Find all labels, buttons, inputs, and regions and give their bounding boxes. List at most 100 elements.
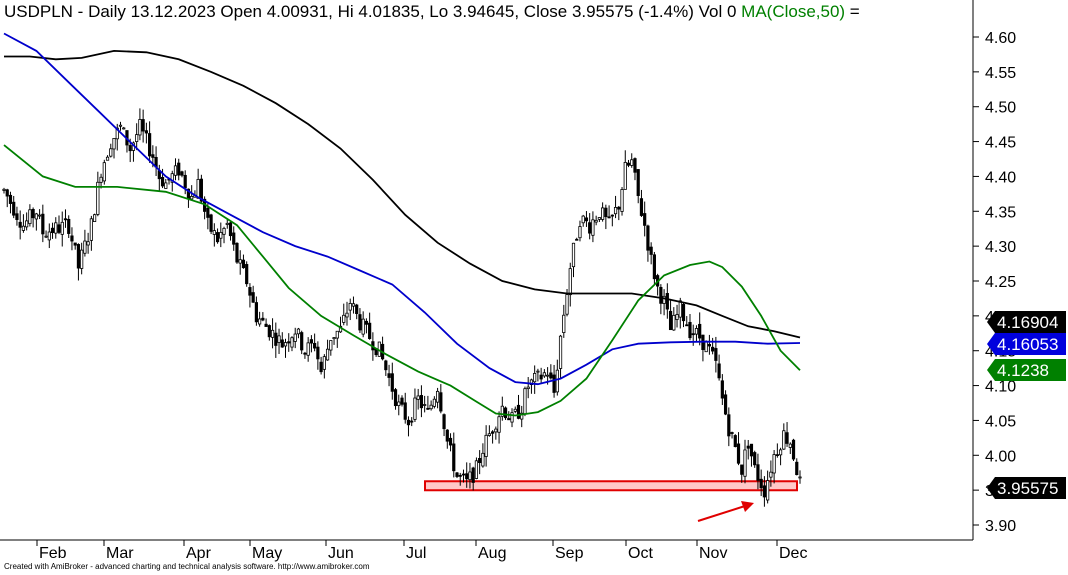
- candle: [500, 396, 504, 421]
- candle: [694, 325, 699, 342]
- candle-body: [581, 215, 585, 224]
- candle-body: [484, 434, 488, 457]
- candle-body: [277, 335, 281, 343]
- candle: [50, 222, 55, 239]
- candle: [300, 330, 304, 355]
- label-ma200-text: 4.16904: [997, 313, 1058, 332]
- candle: [241, 254, 246, 269]
- candle: [293, 327, 297, 349]
- candle: [720, 374, 724, 405]
- candle: [345, 301, 349, 326]
- x-tick-label: Dec: [779, 545, 807, 562]
- candle: [778, 447, 783, 466]
- candle-body: [251, 292, 255, 303]
- candle: [613, 195, 618, 219]
- x-tick-label: Apr: [186, 545, 212, 562]
- candle-body: [283, 342, 288, 347]
- candle-body: [109, 148, 113, 157]
- candle: [419, 385, 424, 418]
- candle: [280, 332, 284, 348]
- candle-body: [238, 259, 242, 264]
- candle: [384, 359, 388, 376]
- candle-body: [636, 169, 640, 196]
- candle: [264, 318, 268, 327]
- candle-body: [96, 181, 100, 215]
- candle-body: [594, 219, 598, 223]
- candle: [649, 242, 653, 265]
- candle-body: [93, 214, 97, 222]
- candle: [47, 223, 51, 249]
- candle-body: [170, 173, 174, 183]
- candle-body: [180, 171, 184, 176]
- candle: [105, 155, 110, 161]
- candle: [562, 304, 566, 338]
- candle: [795, 458, 799, 476]
- candle-body: [717, 363, 721, 379]
- candle-body: [261, 317, 265, 321]
- moving-averages: [3, 32, 801, 417]
- candle-body: [617, 206, 621, 210]
- candle: [290, 336, 294, 352]
- candle-body: [510, 412, 514, 423]
- candle: [109, 143, 113, 158]
- candle-body: [588, 222, 592, 234]
- candle: [416, 388, 420, 410]
- candle: [497, 411, 501, 444]
- candle-body: [303, 352, 307, 355]
- candle-body: [18, 221, 22, 228]
- candle-body: [533, 373, 537, 383]
- candle-body: [76, 244, 81, 269]
- candle: [503, 406, 508, 420]
- candle: [2, 187, 6, 194]
- candle-body: [507, 418, 511, 421]
- candle-body: [474, 460, 479, 479]
- candle: [707, 334, 711, 355]
- candle-body: [215, 232, 220, 243]
- candle: [701, 334, 705, 362]
- candle: [656, 273, 660, 296]
- candle-body: [575, 238, 579, 241]
- candle-body: [646, 225, 650, 251]
- candle: [743, 439, 747, 484]
- candle: [630, 153, 634, 168]
- candle-body: [419, 395, 424, 409]
- candle-body: [102, 162, 106, 182]
- candle-body: [306, 342, 310, 356]
- candle: [461, 469, 466, 483]
- candle-body: [795, 461, 799, 476]
- candle: [322, 354, 326, 379]
- candle-body: [235, 242, 239, 263]
- candle-body: [73, 242, 77, 246]
- candle: [759, 469, 763, 497]
- candle: [746, 440, 750, 460]
- candle-body: [756, 464, 760, 481]
- candle: [423, 395, 427, 413]
- candle-body: [426, 407, 430, 410]
- candle: [12, 195, 16, 219]
- candle-body: [316, 346, 320, 360]
- candle: [118, 121, 123, 131]
- candle-body: [481, 452, 485, 467]
- support-rect: [424, 480, 798, 492]
- candle-body: [643, 213, 647, 226]
- candle-body: [613, 207, 618, 215]
- candle: [526, 377, 530, 399]
- candle: [410, 417, 414, 427]
- candle: [254, 296, 258, 326]
- candle: [458, 472, 462, 486]
- candle-body: [448, 437, 453, 446]
- candle-body: [766, 480, 770, 501]
- candle-body: [25, 220, 29, 228]
- candle-body: [639, 198, 644, 216]
- candle-body: [623, 162, 627, 190]
- candle-body: [497, 416, 501, 433]
- candle: [267, 324, 271, 341]
- candle-body: [413, 397, 417, 420]
- candle: [675, 304, 679, 328]
- candle-body: [665, 293, 669, 310]
- candle-body: [400, 397, 404, 405]
- candle: [348, 298, 352, 321]
- x-axis: Feb Mar Apr May Jun Jul Aug Sep Oct Nov Dec: [36, 540, 807, 562]
- candle-body: [423, 404, 427, 406]
- candle: [533, 365, 537, 394]
